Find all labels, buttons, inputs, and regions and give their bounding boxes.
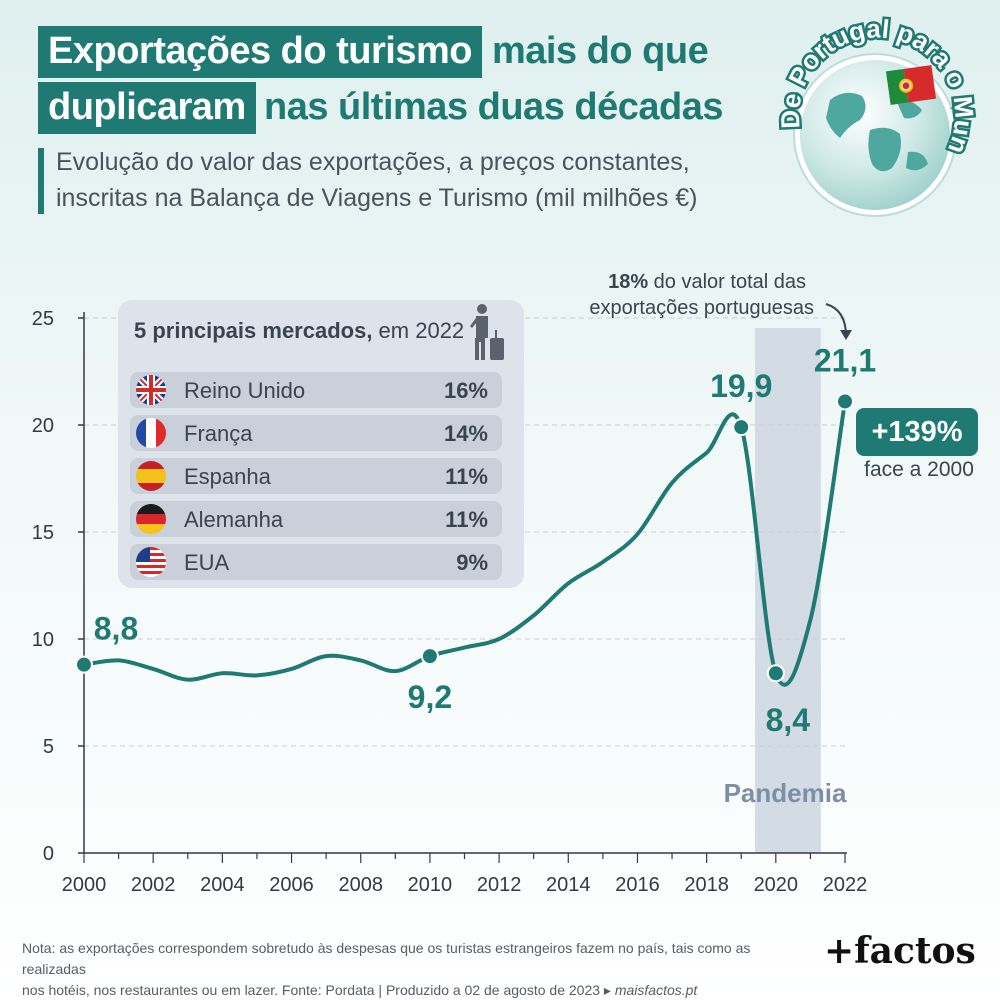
axes — [83, 312, 847, 854]
market-row: Espanha 11% — [130, 458, 502, 494]
footnote-site-link[interactable]: maisfactos.pt — [614, 982, 698, 998]
spain-flag-icon — [136, 461, 166, 491]
data-point — [732, 418, 751, 437]
data-label: 8,8 — [94, 611, 138, 647]
x-tick-label: 2020 — [754, 874, 799, 896]
annotation-rest: do valor total das — [648, 271, 806, 293]
badge-text: De Portugal para o Mundo — [770, 8, 980, 158]
footnote-line-2: nos hotéis, nos restaurantes ou em lazer… — [22, 980, 802, 1000]
x-tick-label: 2004 — [200, 874, 245, 896]
x-tick-label: 2012 — [477, 874, 522, 896]
x-tick-label: 2006 — [269, 874, 314, 896]
x-tick-label: 2002 — [131, 874, 176, 896]
market-name: Espanha — [184, 464, 271, 489]
annotation-line-1: 18% do valor total das — [608, 271, 806, 293]
pandemic-label: Pandemia — [724, 778, 847, 808]
data-label: 9,2 — [408, 679, 452, 715]
x-tick-label: 2000 — [62, 874, 107, 896]
x-tick-label: 2008 — [338, 874, 383, 896]
data-label: 21,1 — [814, 342, 876, 378]
globe-continents — [826, 92, 928, 172]
annotation-line-2: exportações portuguesas — [589, 297, 814, 319]
market-name: França — [184, 421, 253, 446]
market-pct: 11% — [445, 507, 488, 532]
data-point — [420, 647, 439, 666]
y-tick-label: 10 — [32, 629, 54, 651]
markets-title-rest: em 2022 — [372, 318, 465, 343]
subtitle-line-2: inscritas na Balança de Viagens e Turism… — [56, 184, 698, 212]
subtitle-line-1: Evolução do valor das exportações, a pre… — [56, 148, 690, 176]
market-row: Alemanha 11% — [130, 501, 502, 537]
market-name: Alemanha — [184, 507, 284, 532]
market-pct: 14% — [443, 421, 488, 446]
data-label: 19,9 — [710, 368, 772, 404]
delta-note: face a 2000 — [864, 458, 974, 481]
market-name: EUA — [184, 550, 230, 575]
portugal-flag-icon — [885, 64, 937, 106]
x-tick-label: 2016 — [615, 874, 660, 896]
uk-flag-icon — [136, 375, 166, 405]
germany-flag-icon — [136, 504, 166, 534]
traveler-icon — [470, 304, 504, 360]
france-flag-icon — [136, 418, 166, 448]
x-tick-label: 2022 — [823, 874, 868, 896]
market-row: EUA 9% — [130, 544, 502, 580]
x-tick-label: 2014 — [546, 874, 591, 896]
markets-panel: 5 principais mercados, em 2022 Reino Uni… — [118, 300, 524, 588]
point-labels: 8,8 9,2 19,9 8,4 21,1 — [94, 342, 876, 738]
pandemic-band — [755, 328, 821, 853]
data-point — [75, 655, 93, 674]
y-tick-label: 0 — [43, 843, 54, 865]
footnote: Nota: as exportações correspondem sobret… — [22, 938, 802, 1000]
market-name: Reino Unido — [184, 378, 306, 403]
market-row: Reino Unido 16% — [130, 372, 502, 408]
markets-title-bold: 5 principais mercados, — [134, 318, 373, 343]
market-row: França 14% — [130, 415, 502, 451]
series-line — [82, 399, 847, 687]
market-pct: 9% — [456, 550, 488, 575]
x-tick-label: 2018 — [684, 874, 729, 896]
title-highlight-2: duplicaram — [38, 82, 256, 134]
y-tick-label: 20 — [32, 415, 54, 437]
x-axis-ticks: 2000 2002 2004 2006 2008 2010 2012 2014 2016 2018… — [62, 853, 868, 896]
y-tick-label: 15 — [32, 522, 54, 544]
badge-ring: De Portugal para o Mundo — [770, 8, 980, 160]
y-tick-label: 5 — [43, 736, 54, 758]
market-pct: 11% — [445, 464, 488, 489]
title-text-1: mais do que — [492, 30, 709, 72]
footnote-line-1: Nota: as exportações correspondem sobret… — [22, 940, 751, 977]
usa-flag-icon — [136, 547, 166, 577]
annotation-bold: 18% — [608, 271, 648, 293]
highlight-points — [75, 392, 854, 683]
y-tick-label: 25 — [32, 308, 54, 330]
data-point — [836, 392, 854, 411]
title-highlight-1: Exportações do turismo — [38, 26, 482, 78]
delta-badge: +139% — [856, 408, 978, 456]
data-point — [766, 664, 785, 683]
brand-logo: +factos — [824, 930, 976, 972]
y-axis-ticks: 0 5 10 15 20 25 — [32, 308, 84, 865]
market-pct: 16% — [443, 378, 488, 403]
subtitle-accent-bar — [38, 148, 44, 214]
footnote-source: nos hotéis, nos restaurantes ou em lazer… — [22, 982, 615, 998]
markets-title: 5 principais mercados, em 2022 — [134, 318, 464, 344]
x-tick-label: 2010 — [408, 874, 453, 896]
title-text-2: nas últimas duas décadas — [264, 86, 723, 128]
annotation-arrowhead — [840, 330, 852, 340]
data-label: 8,4 — [766, 702, 811, 738]
